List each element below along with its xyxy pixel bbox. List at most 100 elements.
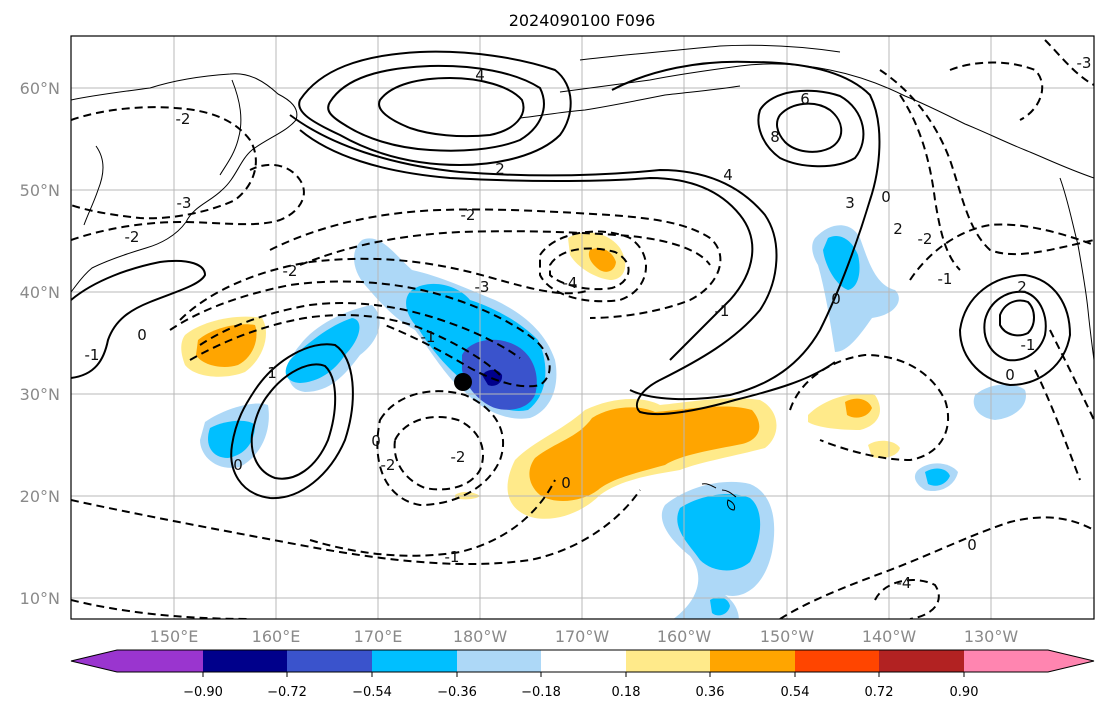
contour-label: 4 <box>723 166 733 184</box>
contour-labels: 4 6 8 2 4 -2 -3 -2 -2 -2 -3 -4 -1 0 -1 1… <box>85 54 1092 592</box>
blue-region-hawaii-s <box>710 597 730 616</box>
contour-label: -4 <box>897 574 912 592</box>
contour-neg-trough-3 <box>189 314 501 376</box>
negative-contours <box>71 39 1094 619</box>
contour-neg-east-2 <box>899 94 961 271</box>
coastline-asia <box>71 73 298 293</box>
contour-neg-east-4 <box>1044 39 1094 86</box>
coastline-alaska-north <box>579 44 841 61</box>
orange-region-east <box>845 398 872 418</box>
lat-label: 30°N <box>20 385 60 404</box>
contour-high-north-3 <box>378 76 525 138</box>
contour-label: 2 <box>495 160 505 178</box>
colorbar-low-extension <box>71 650 117 672</box>
contour-label: 3 <box>845 194 855 212</box>
contour-ridge-band-2 <box>289 114 836 416</box>
contour-neg-se-loop <box>874 579 940 619</box>
contour-label: -4 <box>563 274 578 292</box>
contour-label: -1 <box>1021 336 1036 354</box>
colorbar: −0.90 −0.72 −0.54 −0.36 −0.18 0.18 0.36 … <box>70 649 1095 700</box>
contour-label: -1 <box>85 346 100 364</box>
lat-label: 60°N <box>20 79 60 98</box>
lon-label: 170°E <box>354 627 403 646</box>
contour-label: -2 <box>381 456 396 474</box>
latitude-labels: 60°N 50°N 40°N 30°N 20°N 10°N <box>20 79 60 608</box>
contour-label: -2 <box>176 110 191 128</box>
lon-label: 150°W <box>760 627 815 646</box>
orange-region-main <box>529 406 760 502</box>
figure-title: 2024090100 F096 <box>509 11 656 30</box>
contour-neg-south-2 <box>309 479 556 557</box>
contour-neg-se <box>779 516 1094 619</box>
contour-label: 8 <box>770 128 780 146</box>
blue-region-sw <box>208 420 255 458</box>
contour-neg-east-lat <box>909 223 1094 281</box>
blue-region-small <box>925 468 950 486</box>
contour-label: -2 <box>451 448 466 466</box>
coastline-alaska <box>559 63 1094 179</box>
contour-label: 0 <box>137 326 147 344</box>
light-yellow-region-small <box>868 440 900 458</box>
contour-neg-east-low <box>789 353 950 462</box>
contour-label: -1 <box>421 328 436 346</box>
blue-region-hawaii <box>677 494 761 571</box>
lon-label: 170°W <box>555 627 610 646</box>
contour-east-high-3 <box>999 299 1035 337</box>
contour-label: 0 <box>831 290 841 308</box>
coastline-aleutians <box>519 85 741 119</box>
orange-region-north <box>588 248 616 272</box>
contour-label: -2 <box>918 230 933 248</box>
lon-label: 130°W <box>964 627 1019 646</box>
contour-neg-trough-4 <box>179 257 591 321</box>
lon-label: 140°W <box>862 627 917 646</box>
colorbar-outline <box>70 649 1095 673</box>
contour-low-west <box>230 343 354 500</box>
contour-neg-band-upper-2 <box>299 230 711 266</box>
lon-label: 160°W <box>657 627 712 646</box>
contour-neg-east <box>879 69 1094 256</box>
blue-region-east <box>823 235 860 290</box>
contour-label: 0 <box>967 536 977 554</box>
contour-label: -1 <box>715 302 730 320</box>
colorbar-bin <box>287 650 372 672</box>
colorbar-high-extension <box>1048 650 1094 672</box>
lon-label: 150°E <box>150 627 199 646</box>
contour-neg-north-loop <box>549 247 630 291</box>
colorbar-bin <box>541 650 626 672</box>
contour-neg-north-loop-2 <box>539 230 647 303</box>
coastline-japan <box>83 145 104 226</box>
contour-label: -2 <box>125 228 140 246</box>
contour-neg-sub-2 <box>393 415 484 491</box>
colorbar-bin <box>626 650 710 672</box>
colorbar-ticks <box>202 672 965 677</box>
contour-neg-far-east-2 <box>1034 369 1081 481</box>
contour-label: 6 <box>800 90 810 108</box>
contour-ridge-band <box>299 129 754 361</box>
map-grid <box>71 36 1094 619</box>
lat-label: 50°N <box>20 181 60 200</box>
contour-neg-south <box>71 489 641 565</box>
map-panel: 4 6 8 2 4 -2 -3 -2 -2 -2 -3 -4 -1 0 -1 1… <box>70 35 1095 620</box>
contour-east-high <box>958 273 1072 387</box>
contour-ridge-band-3 <box>611 60 881 401</box>
longitude-labels: 150°E 160°E 170°E 180°W 170°W 160°W 150°… <box>150 627 1019 646</box>
contour-label: 0 <box>1005 366 1015 384</box>
colorbar-tick-label: −0.72 <box>267 685 307 700</box>
contour-neg-band-upper <box>269 208 722 319</box>
contour-neg-trough <box>169 280 551 388</box>
contour-label: -2 <box>283 262 298 280</box>
contour-label: 1 <box>267 364 277 382</box>
contour-far-west <box>71 259 207 379</box>
colorbar-tick-label: 0.54 <box>781 685 810 700</box>
contour-neg-bottom <box>71 599 251 619</box>
contour-neg-sub <box>376 390 505 507</box>
contour-label: -1 <box>938 270 953 288</box>
colorbar-tick-label: 0.72 <box>865 685 894 700</box>
colorbar-tick-label: 0.36 <box>696 685 725 700</box>
lon-label: 160°E <box>252 627 301 646</box>
colorbar-tick-label: −0.90 <box>183 685 223 700</box>
contour-label: -3 <box>177 194 192 212</box>
contour-high-east-2 <box>776 102 843 153</box>
contour-label: -3 <box>475 278 490 296</box>
